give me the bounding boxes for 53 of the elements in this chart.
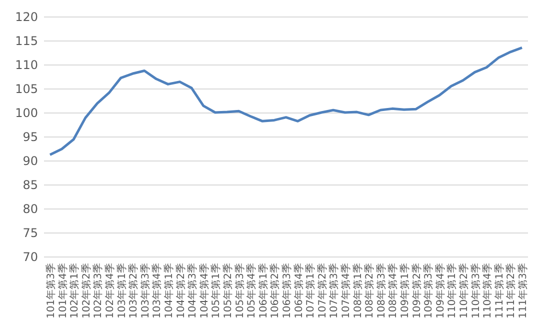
x-tick-label: 108年第4季	[387, 263, 400, 318]
y-tick-label: 105	[15, 82, 38, 96]
x-tick-label: 110年第4季	[482, 263, 494, 318]
x-tick-label: 101年第4季	[56, 263, 69, 318]
y-tick-label: 115	[15, 34, 38, 48]
x-tick-label: 109年第4季	[434, 263, 446, 318]
x-tick-label: 103年第1季	[116, 263, 128, 318]
y-tick-label: 100	[15, 106, 38, 120]
x-tick-label: 104年第3季	[186, 263, 199, 318]
x-tick-label: 110年第1季	[446, 263, 458, 318]
x-tick-label: 102年第2季	[80, 263, 92, 318]
y-tick-label: 80	[22, 202, 38, 216]
x-tick-label: 108年第1季	[352, 263, 364, 318]
x-tick-label: 104年第2季	[174, 263, 187, 318]
x-tick-label: 102年第1季	[68, 263, 81, 318]
x-tick-label: 106年第2季	[269, 263, 282, 318]
x-tick-label: 103年第3季	[139, 263, 152, 318]
y-tick-label: 85	[22, 178, 38, 192]
x-tick-label: 106年第1季	[257, 263, 270, 318]
x-tick-label: 107年第3季	[328, 263, 340, 318]
x-tick-label: 103年第4季	[151, 263, 164, 318]
x-tick-label: 102年第4季	[104, 263, 116, 318]
y-tick-label: 95	[22, 130, 38, 144]
x-tick-label: 109年第2季	[410, 263, 423, 318]
x-tick-label: 108年第3季	[375, 263, 388, 318]
x-tick-label: 109年第3季	[422, 263, 435, 318]
x-tick-label: 111年第2季	[505, 263, 518, 318]
x-tick-label: 105年第3季	[234, 263, 246, 318]
x-tick-label: 101年第3季	[45, 263, 57, 318]
x-tick-label: 107年第1季	[304, 263, 317, 318]
line-series	[48, 46, 524, 156]
x-tick-label: 102年第3季	[92, 263, 104, 318]
x-tick-label: 111年第1季	[493, 263, 506, 318]
y-tick-label: 120	[15, 10, 38, 24]
x-tick-label: 104年第4季	[198, 263, 210, 318]
x-tick-label: 106年第4季	[292, 263, 305, 318]
x-tick-label: 107年第2季	[316, 263, 328, 318]
x-tick-label: 109年第1季	[399, 263, 411, 318]
x-tick-label: 105年第1季	[210, 263, 222, 318]
x-tick-label: 111年第3季	[517, 263, 529, 318]
x-tick-label: 110年第2季	[458, 263, 470, 318]
x-tick-label: 107年第4季	[340, 263, 352, 318]
y-tick-label: 90	[22, 154, 38, 168]
x-tick-label: 105年第4季	[246, 263, 258, 318]
x-tick-label: 103年第2季	[128, 263, 140, 318]
x-tick-label: 110年第3季	[470, 263, 482, 318]
x-tick-label: 105年第2季	[222, 263, 234, 318]
y-tick-label: 75	[22, 226, 38, 240]
x-tick-label: 106年第3季	[281, 263, 293, 318]
x-tick-label: 108年第2季	[364, 263, 376, 318]
y-tick-label: 70	[22, 250, 38, 264]
x-tick-label: 104年第1季	[163, 263, 175, 318]
y-tick-label: 110	[15, 58, 38, 72]
